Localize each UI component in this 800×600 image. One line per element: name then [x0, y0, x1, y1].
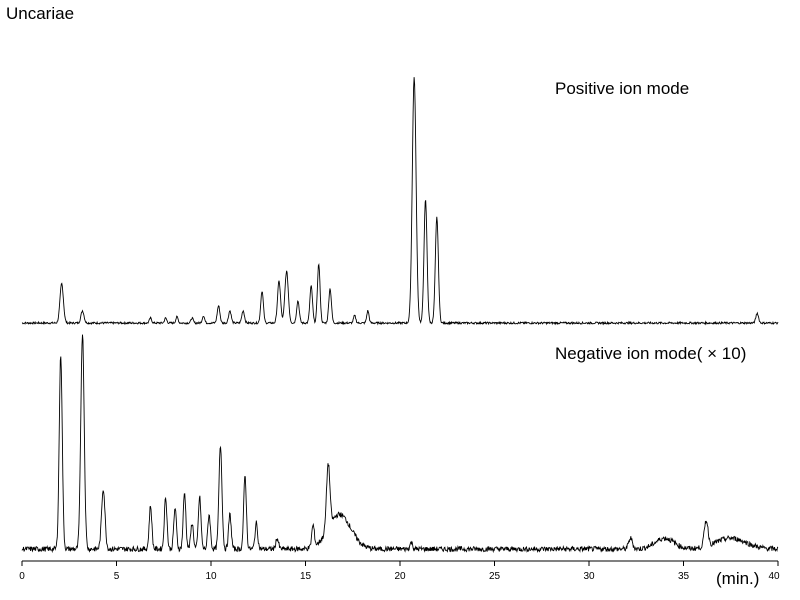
series-label-positive: Positive ion mode [555, 79, 690, 98]
negative-ion-trace [21, 334, 779, 554]
x-tick-label-30: 30 [583, 571, 595, 582]
x-axis-label: (min.) [716, 569, 760, 588]
x-tick-label-25: 25 [489, 571, 501, 582]
positive-ion-trace [21, 77, 779, 326]
x-tick-label-0: 0 [19, 571, 25, 582]
x-tick-label-15: 15 [300, 571, 312, 582]
x-tick-label-35: 35 [678, 571, 690, 582]
x-tick-label-10: 10 [205, 571, 217, 582]
x-tick-label-40: 40 [768, 571, 780, 582]
series-label-negative: Negative ion mode( × 10) [555, 344, 747, 363]
chart-title: Uncariae [6, 4, 75, 23]
x-tick-label-5: 5 [114, 571, 120, 582]
x-tick-label-20: 20 [394, 571, 406, 582]
